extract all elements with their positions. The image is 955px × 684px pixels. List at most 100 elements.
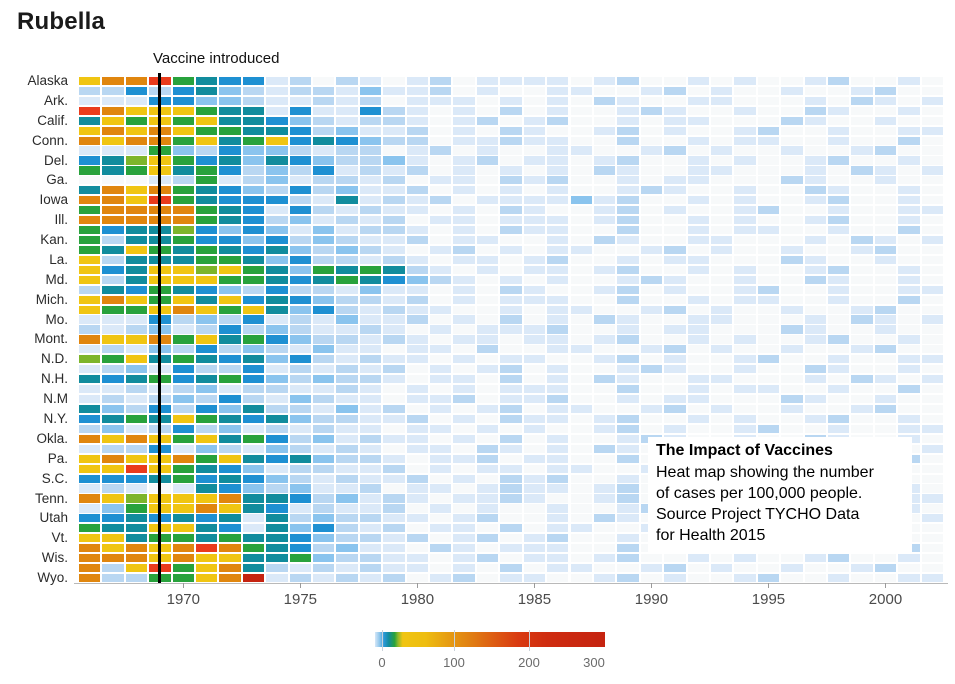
heatmap-cell [313, 275, 335, 284]
heatmap-cell [570, 166, 592, 175]
heatmap-cell [242, 176, 265, 185]
heatmap-cell [359, 514, 382, 523]
heatmap-cell [383, 335, 405, 344]
heatmap-cell [687, 126, 709, 135]
heatmap-cell [289, 245, 312, 255]
page-title: Rubella [17, 8, 106, 35]
heatmap-cell [687, 156, 709, 165]
heatmap-cell [593, 365, 616, 374]
heatmap-cell [453, 255, 475, 264]
heatmap-cell [617, 494, 639, 503]
heatmap-cell [102, 295, 124, 304]
heatmap-cell [547, 136, 569, 145]
heatmap-cell [219, 504, 241, 513]
heatmap-cell [125, 544, 148, 553]
x-tick-label: 2000 [868, 591, 903, 608]
heatmap-cell [406, 206, 429, 215]
heatmap-cell [851, 573, 873, 583]
heatmap-cell [453, 544, 475, 553]
heatmap-cell [781, 275, 803, 284]
heatmap-cell [804, 285, 826, 294]
heatmap-cell [266, 444, 288, 453]
heatmap-cell [430, 106, 452, 115]
heatmap-cell [547, 285, 569, 294]
heatmap-cell [336, 186, 358, 195]
heatmap-cell [196, 196, 218, 205]
heatmap-cell [921, 196, 943, 205]
heatmap-cell [219, 156, 241, 165]
heatmap-cell [523, 355, 546, 364]
heatmap-cell [313, 265, 335, 274]
heatmap-cell [430, 554, 452, 563]
heatmap-cell [79, 484, 101, 493]
heatmap-cell [430, 206, 452, 215]
heatmap-cell [921, 395, 943, 404]
heatmap-cell [827, 265, 850, 274]
heatmap-cell [453, 564, 475, 573]
heatmap-cell [430, 434, 452, 443]
heatmap-cell [336, 96, 358, 105]
heatmap-cell [102, 206, 124, 215]
heatmap-cell [242, 295, 265, 304]
heatmap-cell [664, 146, 686, 155]
heatmap-cell [79, 395, 101, 404]
state-label: Alaska [27, 72, 68, 88]
heatmap-cell [289, 365, 312, 374]
heatmap-cell [289, 375, 312, 384]
heatmap-cell [921, 554, 943, 563]
heatmap-cell [406, 96, 429, 105]
heatmap-cell [523, 106, 546, 115]
heatmap-cell [289, 255, 312, 264]
heatmap-cell [617, 315, 639, 324]
heatmap-cell [196, 464, 218, 473]
heatmap-cell [336, 564, 358, 573]
heatmap-cell [500, 216, 522, 225]
heatmap-cell [921, 295, 943, 304]
heatmap-cell [289, 315, 312, 324]
heatmap-cell [359, 245, 382, 255]
heatmap-cell [289, 176, 312, 185]
heatmap-cell [406, 504, 429, 513]
heatmap-cell [196, 315, 218, 324]
heatmap-cell [757, 424, 780, 433]
heatmap-cell [781, 235, 803, 245]
heatmap-cell [102, 375, 124, 384]
heatmap-cell [804, 245, 826, 255]
heatmap-cell [851, 404, 873, 414]
heatmap-cell [523, 514, 546, 523]
heatmap-cell [500, 86, 522, 95]
heatmap-cell [430, 176, 452, 185]
heatmap-cell [242, 126, 265, 135]
heatmap-cell [593, 385, 616, 394]
heatmap-cell [757, 335, 780, 344]
heatmap-cell [570, 216, 592, 225]
heatmap-cell [500, 265, 522, 274]
heatmap-cell [664, 315, 686, 324]
heatmap-cell [804, 136, 826, 145]
heatmap-cell [79, 226, 101, 235]
heatmap-cell [874, 285, 897, 294]
heatmap-cell [921, 504, 943, 513]
heatmap-cell [219, 275, 241, 284]
heatmap-cell [79, 454, 101, 463]
heatmap-cell [383, 245, 405, 255]
heatmap-cell [196, 385, 218, 394]
state-label: Wis. [41, 550, 68, 566]
heatmap-cell [921, 573, 943, 583]
x-tick-label: 1995 [751, 591, 786, 608]
state-label: Ill. [54, 212, 69, 228]
heatmap-cell [313, 464, 335, 473]
heatmap-cell [313, 424, 335, 433]
heatmap-cell [617, 156, 639, 165]
heatmap-cell [734, 375, 756, 384]
heatmap-cell [500, 534, 522, 543]
heatmap-cell [921, 156, 943, 165]
heatmap-cell [874, 186, 897, 195]
heatmap-cell [617, 404, 639, 414]
heatmap-cell [687, 573, 709, 583]
heatmap-cell [523, 126, 546, 135]
heatmap-cell [406, 404, 429, 414]
state-label: Ga. [46, 172, 68, 188]
heatmap-cell [593, 136, 616, 145]
heatmap-cell [125, 315, 148, 324]
